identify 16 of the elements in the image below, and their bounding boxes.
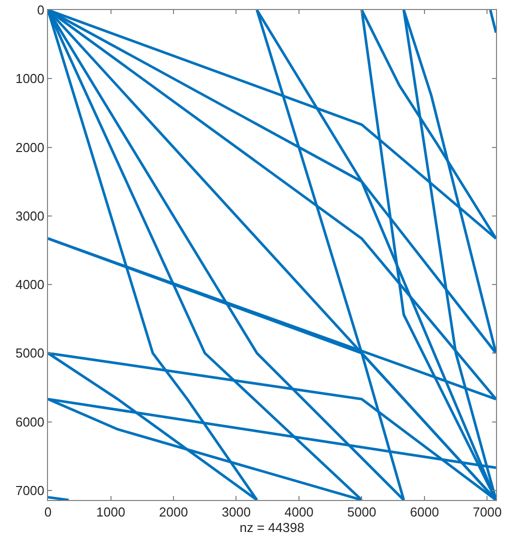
y-tick-label: 6000 <box>15 414 44 430</box>
x-tick-label: 2000 <box>159 504 188 520</box>
x-tick-label: 3000 <box>222 504 251 520</box>
y-tick-label: 2000 <box>15 140 44 155</box>
y-tick-label: 5000 <box>15 346 44 361</box>
y-tick-label: 3000 <box>15 208 44 224</box>
y-tick-label: 0 <box>37 2 44 18</box>
x-axis-title: nz = 44398 <box>240 520 304 536</box>
x-tick-label: 5000 <box>347 504 376 520</box>
y-tick-label: 7000 <box>15 482 44 498</box>
x-tick-label: 4000 <box>284 504 314 520</box>
x-tick-label: 7000 <box>472 504 502 520</box>
x-tick-label: 6000 <box>410 504 439 520</box>
y-tick-label: 1000 <box>15 71 44 86</box>
x-tick-label: 1000 <box>96 504 126 520</box>
y-tick-label: 4000 <box>15 277 44 292</box>
